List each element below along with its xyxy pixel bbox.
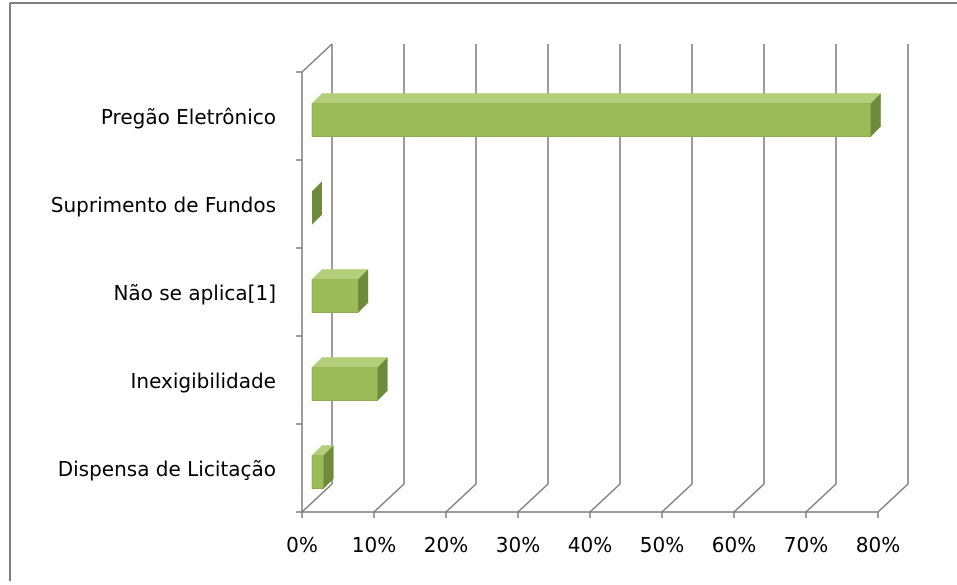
category-label: Dispensa de Licitação bbox=[58, 457, 276, 481]
floor-gridline bbox=[877, 483, 909, 513]
x-tick-label: 10% bbox=[352, 533, 396, 557]
bar-side bbox=[323, 445, 334, 489]
floor-gridline bbox=[445, 483, 477, 513]
x-tick-label: 50% bbox=[640, 533, 684, 557]
floor-gridline bbox=[517, 483, 549, 513]
bar-front bbox=[311, 103, 872, 137]
category-label: Inexigibilidade bbox=[131, 369, 277, 393]
bar-side bbox=[377, 357, 388, 401]
category-label: Suprimento de Fundos bbox=[51, 193, 276, 217]
floor-gridline bbox=[301, 483, 333, 513]
bar-side bbox=[312, 181, 322, 225]
bar-front bbox=[311, 455, 324, 489]
side-wall-top bbox=[301, 43, 333, 73]
bar-front bbox=[311, 367, 378, 401]
bar-side bbox=[358, 269, 369, 313]
x-tick-label: 60% bbox=[712, 533, 756, 557]
bar-top bbox=[312, 269, 369, 280]
x-tick-label: 70% bbox=[784, 533, 828, 557]
category-label: Pregão Eletrônico bbox=[101, 105, 276, 129]
x-tick-label: 40% bbox=[568, 533, 612, 557]
floor-gridline bbox=[733, 483, 765, 513]
category-label: Não se aplica[1] bbox=[113, 281, 276, 305]
x-tick-label: 0% bbox=[286, 533, 318, 557]
floor-gridline bbox=[373, 483, 405, 513]
category-label-layer: Dispensa de Licitação Inexigibilidade Não … bbox=[51, 105, 276, 481]
floor-gridline bbox=[661, 483, 693, 513]
bar-top bbox=[312, 445, 334, 456]
x-tick-label: 30% bbox=[496, 533, 540, 557]
bar-layer bbox=[311, 93, 881, 489]
x-tick-label: 20% bbox=[424, 533, 468, 557]
bar-side bbox=[870, 93, 881, 137]
floor-gridline bbox=[805, 483, 837, 513]
bar-top bbox=[312, 93, 881, 104]
tick-label-layer: 0% 10% 20% 30% 40% 50% 60% 70% 80% bbox=[286, 533, 900, 557]
x-tick-label: 80% bbox=[856, 533, 900, 557]
floor-gridline bbox=[589, 483, 621, 513]
bar-front bbox=[311, 279, 359, 313]
bar-top bbox=[312, 357, 388, 368]
